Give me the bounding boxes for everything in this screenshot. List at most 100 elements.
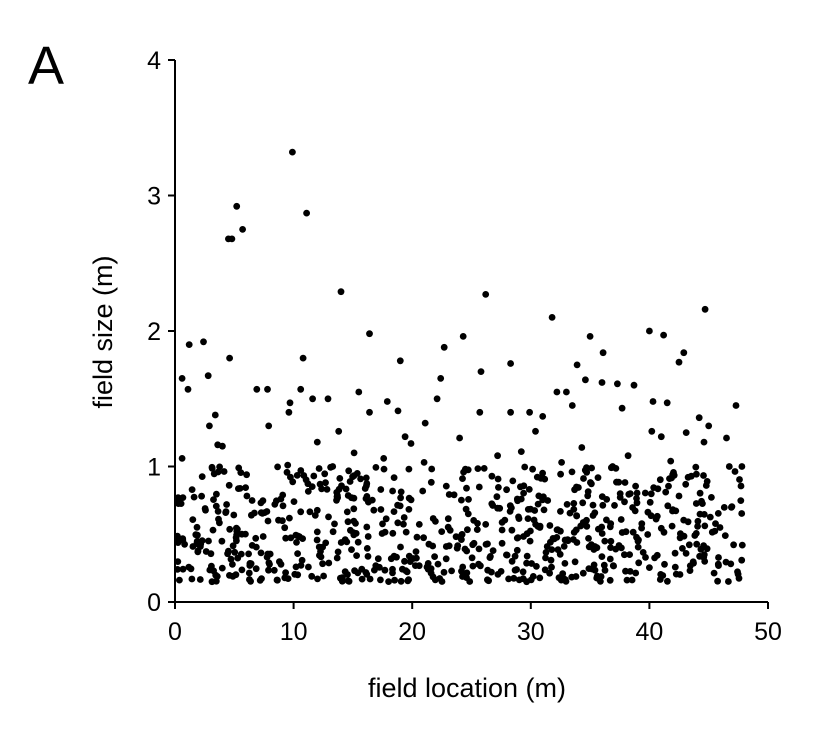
data-point [178,455,186,462]
data-point [206,422,213,430]
data-point [361,485,369,492]
data-point [193,523,201,531]
data-point [585,535,592,542]
data-point [708,494,715,501]
data-point [179,494,187,501]
data-point [498,519,506,526]
data-point [405,506,413,513]
data-point [475,560,482,568]
data-point [623,576,631,584]
data-point [686,567,694,574]
data-point [313,528,321,536]
data-point [580,475,587,482]
data-point [299,354,307,362]
data-point [695,414,703,422]
data-point [271,501,279,508]
data-point [442,482,450,490]
data-point [598,523,606,531]
data-point [714,560,722,568]
data-point [528,560,535,567]
data-point [192,531,200,539]
data-point [237,469,245,476]
data-point [488,568,495,576]
data-point [480,465,488,472]
data-point [597,578,604,585]
data-point [264,550,272,558]
data-point [396,357,404,365]
data-point [583,522,591,530]
data-point [489,547,497,554]
data-point [667,457,675,465]
data-point [437,375,445,382]
data-point [329,528,337,536]
data-point [682,550,690,557]
data-point [397,488,405,496]
data-point [539,496,546,504]
data-point [568,573,576,581]
data-point [440,568,448,576]
data-point [493,493,501,501]
data-point [485,577,492,585]
data-point [603,496,611,503]
data-point [494,475,502,483]
data-point [413,554,420,562]
data-point [553,388,561,396]
x-tick-label: 30 [517,618,545,646]
data-point [568,402,576,409]
data-point [404,577,412,585]
data-point [230,511,238,519]
data-point [607,544,614,551]
data-point [470,539,478,547]
data-point [589,512,597,519]
data-point [737,482,745,490]
data-point [286,399,294,407]
data-point [611,502,618,509]
data-point [716,524,724,531]
data-point [345,467,353,475]
data-point [252,543,260,551]
data-point [510,574,518,582]
data-point [656,476,664,484]
data-point [477,368,485,375]
x-tick-label: 40 [635,618,663,646]
data-point [304,488,312,495]
y-axis-title: field size (m) [88,255,118,408]
data-point [664,502,672,510]
data-point [343,508,351,516]
data-point [616,490,624,497]
data-point [553,534,561,541]
data-point [594,474,602,481]
data-point [523,559,530,567]
data-point [641,489,649,497]
data-point [346,478,354,485]
data-point [389,529,397,537]
data-point [293,472,301,479]
data-point [322,539,330,547]
data-point [247,577,255,585]
data-point [313,506,321,514]
data-point [242,484,250,491]
data-point [205,537,212,545]
data-point [534,500,542,508]
data-point [618,404,626,412]
data-point [508,526,516,534]
data-point [245,569,253,577]
data-point [583,516,590,524]
data-point [289,148,296,156]
data-point [607,537,615,545]
data-point [265,422,273,430]
data-point [344,571,351,578]
data-point [638,520,646,528]
data-point [223,501,231,508]
data-point [600,561,608,569]
data-point [442,543,450,550]
data-point [456,434,463,442]
data-point [542,549,550,556]
data-point [380,455,388,462]
data-point [560,543,568,550]
data-point [204,372,212,380]
data-point [407,440,415,447]
data-point [405,465,413,473]
data-point [325,513,332,521]
data-point [444,523,452,531]
